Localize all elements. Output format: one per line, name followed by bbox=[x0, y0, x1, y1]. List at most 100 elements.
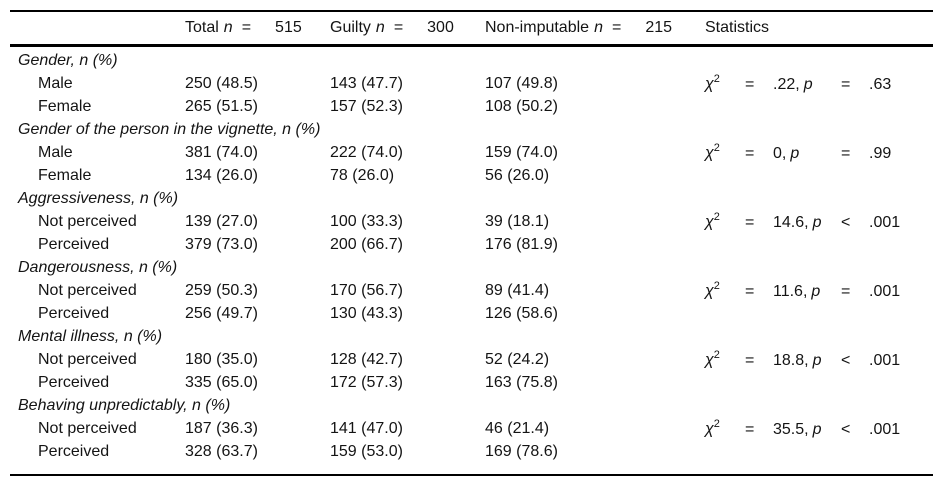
non-imputable-value: 89 (41.4) bbox=[485, 281, 550, 299]
total-value: 187 (36.3) bbox=[185, 419, 258, 437]
p-operator: < bbox=[841, 420, 851, 438]
guilty-value: 130 (43.3) bbox=[330, 304, 403, 322]
equals-sign: = bbox=[745, 144, 755, 162]
table-row: Not perceived 139 (27.0) 100 (33.3) 39 (… bbox=[10, 210, 933, 233]
p-symbol: p bbox=[803, 75, 813, 93]
section-title-row: Mental illness, n (%) bbox=[10, 325, 933, 348]
p-value: .001 bbox=[869, 213, 901, 231]
statistics-table: Total n = 515 Guilty n = 300 Non-imputable n = 21… bbox=[10, 10, 933, 476]
p-value: .001 bbox=[869, 420, 901, 438]
p-symbol: p bbox=[811, 282, 821, 300]
chi-square-symbol: χ2 bbox=[705, 280, 720, 300]
section-behaving-unpredictably: Behaving unpredictably, n (%) Not percei… bbox=[10, 394, 933, 463]
table-row: Male 250 (48.5) 143 (47.7) 107 (49.8) χ2… bbox=[10, 72, 933, 95]
section-title: Mental illness, n (%) bbox=[18, 327, 163, 345]
section-title-row: Aggressiveness, n (%) bbox=[10, 187, 933, 210]
row-label: Perceived bbox=[38, 442, 110, 460]
section-title-row: Behaving unpredictably, n (%) bbox=[10, 394, 933, 417]
chi-square-statistic: χ2 = 18.8, p < .001 bbox=[705, 349, 933, 369]
guilty-value: 141 (47.0) bbox=[330, 419, 403, 437]
p-symbol: p bbox=[790, 144, 800, 162]
table-row: Female 265 (51.5) 157 (52.3) 108 (50.2) bbox=[10, 95, 933, 118]
table-row: Perceived 256 (49.7) 130 (43.3) 126 (58.… bbox=[10, 302, 933, 325]
table-row: Not perceived 180 (35.0) 128 (42.7) 52 (… bbox=[10, 348, 933, 371]
column-header-statistics: Statistics bbox=[705, 19, 770, 36]
chi-square-symbol: χ2 bbox=[705, 73, 720, 93]
total-value: 265 (51.5) bbox=[185, 97, 258, 115]
p-operator: < bbox=[841, 213, 851, 231]
row-label: Female bbox=[38, 97, 92, 115]
p-value: .001 bbox=[869, 351, 901, 369]
guilty-value: 200 (66.7) bbox=[330, 235, 403, 253]
chi-square-symbol: χ2 bbox=[705, 418, 720, 438]
non-imputable-value: 176 (81.9) bbox=[485, 235, 558, 253]
p-operator: = bbox=[841, 282, 851, 300]
chi-square-statistic: χ2 = 14.6, p < .001 bbox=[705, 211, 933, 231]
p-value: .63 bbox=[869, 75, 892, 93]
guilty-value: 143 (47.7) bbox=[330, 74, 403, 92]
row-label: Not perceived bbox=[38, 212, 137, 230]
total-value: 259 (50.3) bbox=[185, 281, 258, 299]
row-label: Perceived bbox=[38, 373, 110, 391]
chi-square-statistic: χ2 = .22, p = .63 bbox=[705, 73, 933, 93]
section-title-row: Gender of the person in the vignette, n … bbox=[10, 118, 933, 141]
table-row: Not perceived 187 (36.3) 141 (47.0) 46 (… bbox=[10, 417, 933, 440]
total-value: 328 (63.7) bbox=[185, 442, 258, 460]
total-value: 379 (73.0) bbox=[185, 235, 258, 253]
non-imputable-value: 39 (18.1) bbox=[485, 212, 550, 230]
row-label: Male bbox=[38, 74, 73, 92]
non-imputable-value: 46 (21.4) bbox=[485, 419, 550, 437]
p-operator: = bbox=[841, 75, 851, 93]
row-label: Male bbox=[38, 143, 73, 161]
equals-sign: = bbox=[745, 420, 755, 438]
chi-square-symbol: χ2 bbox=[705, 349, 720, 369]
column-header-guilty: Guilty n = 300 bbox=[330, 19, 485, 37]
row-label: Female bbox=[38, 166, 92, 184]
chi-square-value: 18.8, p bbox=[773, 351, 822, 369]
equals-sign: = bbox=[745, 75, 755, 93]
non-imputable-value: 107 (49.8) bbox=[485, 74, 558, 92]
p-symbol: p bbox=[812, 213, 822, 231]
guilty-value: 78 (26.0) bbox=[330, 166, 395, 184]
non-imputable-value: 108 (50.2) bbox=[485, 97, 558, 115]
table-row: Perceived 335 (65.0) 172 (57.3) 163 (75.… bbox=[10, 371, 933, 394]
total-label: Total bbox=[185, 19, 219, 36]
section-title: Gender, n (%) bbox=[18, 51, 118, 69]
section-vignette-gender: Gender of the person in the vignette, n … bbox=[10, 118, 933, 187]
equals-sign: = bbox=[745, 351, 755, 369]
table-row: Not perceived 259 (50.3) 170 (56.7) 89 (… bbox=[10, 279, 933, 302]
non-imputable-value: 163 (75.8) bbox=[485, 373, 558, 391]
guilty-value: 128 (42.7) bbox=[330, 350, 403, 368]
table-row: Perceived 379 (73.0) 200 (66.7) 176 (81.… bbox=[10, 233, 933, 256]
non-imputable-n-value: 215 bbox=[645, 19, 673, 36]
section-title-row: Dangerousness, n (%) bbox=[10, 256, 933, 279]
equals-sign: = bbox=[745, 213, 755, 231]
total-value: 180 (35.0) bbox=[185, 350, 258, 368]
chi-square-value: 35.5, p bbox=[773, 420, 822, 438]
section-dangerousness: Dangerousness, n (%) Not perceived 259 (… bbox=[10, 256, 933, 325]
chi-square-value: .22, p bbox=[773, 75, 813, 93]
section-title: Behaving unpredictably, n (%) bbox=[18, 396, 231, 414]
row-label: Perceived bbox=[38, 304, 110, 322]
guilty-value: 157 (52.3) bbox=[330, 97, 403, 115]
n-symbol: n bbox=[375, 19, 385, 36]
equals-sign: = bbox=[745, 282, 755, 300]
non-imputable-value: 169 (78.6) bbox=[485, 442, 558, 460]
guilty-value: 159 (53.0) bbox=[330, 442, 403, 460]
non-imputable-value: 159 (74.0) bbox=[485, 143, 558, 161]
total-value: 381 (74.0) bbox=[185, 143, 258, 161]
table-row: Female 134 (26.0) 78 (26.0) 56 (26.0) bbox=[10, 164, 933, 187]
row-label: Not perceived bbox=[38, 350, 137, 368]
chi-square-symbol: χ2 bbox=[705, 142, 720, 162]
total-n-value: 515 bbox=[275, 19, 302, 36]
non-imputable-value: 126 (58.6) bbox=[485, 304, 558, 322]
row-label: Not perceived bbox=[38, 281, 137, 299]
guilty-n-value: 300 bbox=[427, 19, 454, 36]
equals-sign: = bbox=[241, 19, 252, 36]
chi-square-statistic: χ2 = 35.5, p < .001 bbox=[705, 418, 933, 438]
chi-square-statistic: χ2 = 0, p = .99 bbox=[705, 142, 933, 162]
chi-square-symbol: χ2 bbox=[705, 211, 720, 231]
chi-square-value: 0, p bbox=[773, 144, 800, 162]
non-imputable-value: 52 (24.2) bbox=[485, 350, 550, 368]
row-label: Perceived bbox=[38, 235, 110, 253]
